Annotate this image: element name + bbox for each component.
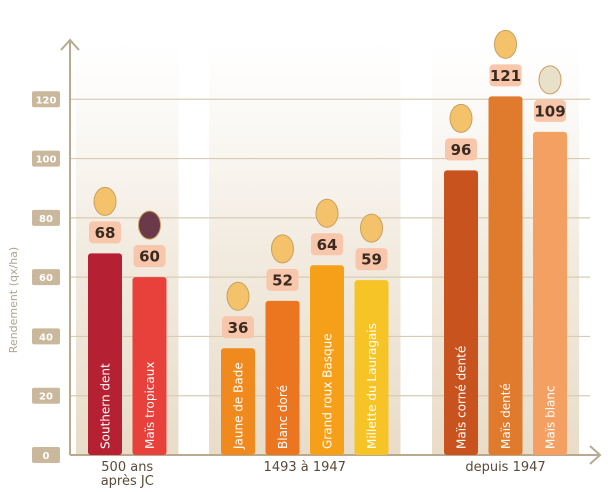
- grain-icon: [539, 66, 561, 94]
- value-label: 109: [534, 102, 565, 120]
- value-label: 60: [139, 248, 160, 266]
- grain-icon: [450, 104, 472, 132]
- group-label: 1493 à 1947: [245, 461, 365, 475]
- y-tick-label: 100: [36, 155, 57, 166]
- y-tick-label: 20: [39, 392, 53, 403]
- value-label: 64: [317, 236, 338, 254]
- bar-label: Maïs tropicaux: [143, 362, 157, 449]
- y-tick-label: 60: [39, 273, 53, 284]
- grain-icon: [94, 187, 116, 215]
- bar-label: Maïs denté: [499, 383, 513, 449]
- value-label: 59: [361, 251, 382, 269]
- y-tick-label: 40: [39, 332, 53, 343]
- bar-label: Blanc doré: [276, 385, 290, 449]
- value-label: 121: [490, 67, 521, 85]
- value-label: 52: [272, 271, 293, 289]
- chart: Rendement (qx/ha) 0 20 40 60 80 100 120 Souther…: [0, 0, 608, 492]
- grain-icon: [272, 235, 294, 263]
- bar-label: Southern dent: [99, 363, 113, 449]
- y-axis-label: Rendement (qx/ha): [7, 247, 20, 353]
- grain-icon: [495, 30, 517, 58]
- value-label: 96: [451, 141, 472, 159]
- bar-label: Grand roux Basque: [321, 333, 335, 449]
- grain-icon: [316, 199, 338, 227]
- y-tick-label: 120: [36, 95, 57, 106]
- bar-label: Maïs corné denté: [455, 346, 469, 449]
- y-tick-label: 80: [39, 214, 53, 225]
- bar-label: Millette du Lauragais: [365, 323, 379, 449]
- page: Rendement (qx/ha) 0 20 40 60 80 100 120 Souther…: [0, 0, 608, 492]
- grain-icon: [139, 211, 161, 239]
- bar-label: Maïs blanc: [544, 385, 558, 449]
- group-label: 500 ans après JC: [92, 461, 162, 489]
- value-label: 36: [228, 319, 249, 337]
- grain-icon: [361, 214, 383, 242]
- grain-icon: [227, 282, 249, 310]
- y-tick-label: 0: [43, 451, 50, 462]
- value-label: 68: [95, 224, 116, 242]
- bar-label: Jaune de Bade: [232, 362, 246, 450]
- group-label: depuis 1947: [446, 461, 566, 475]
